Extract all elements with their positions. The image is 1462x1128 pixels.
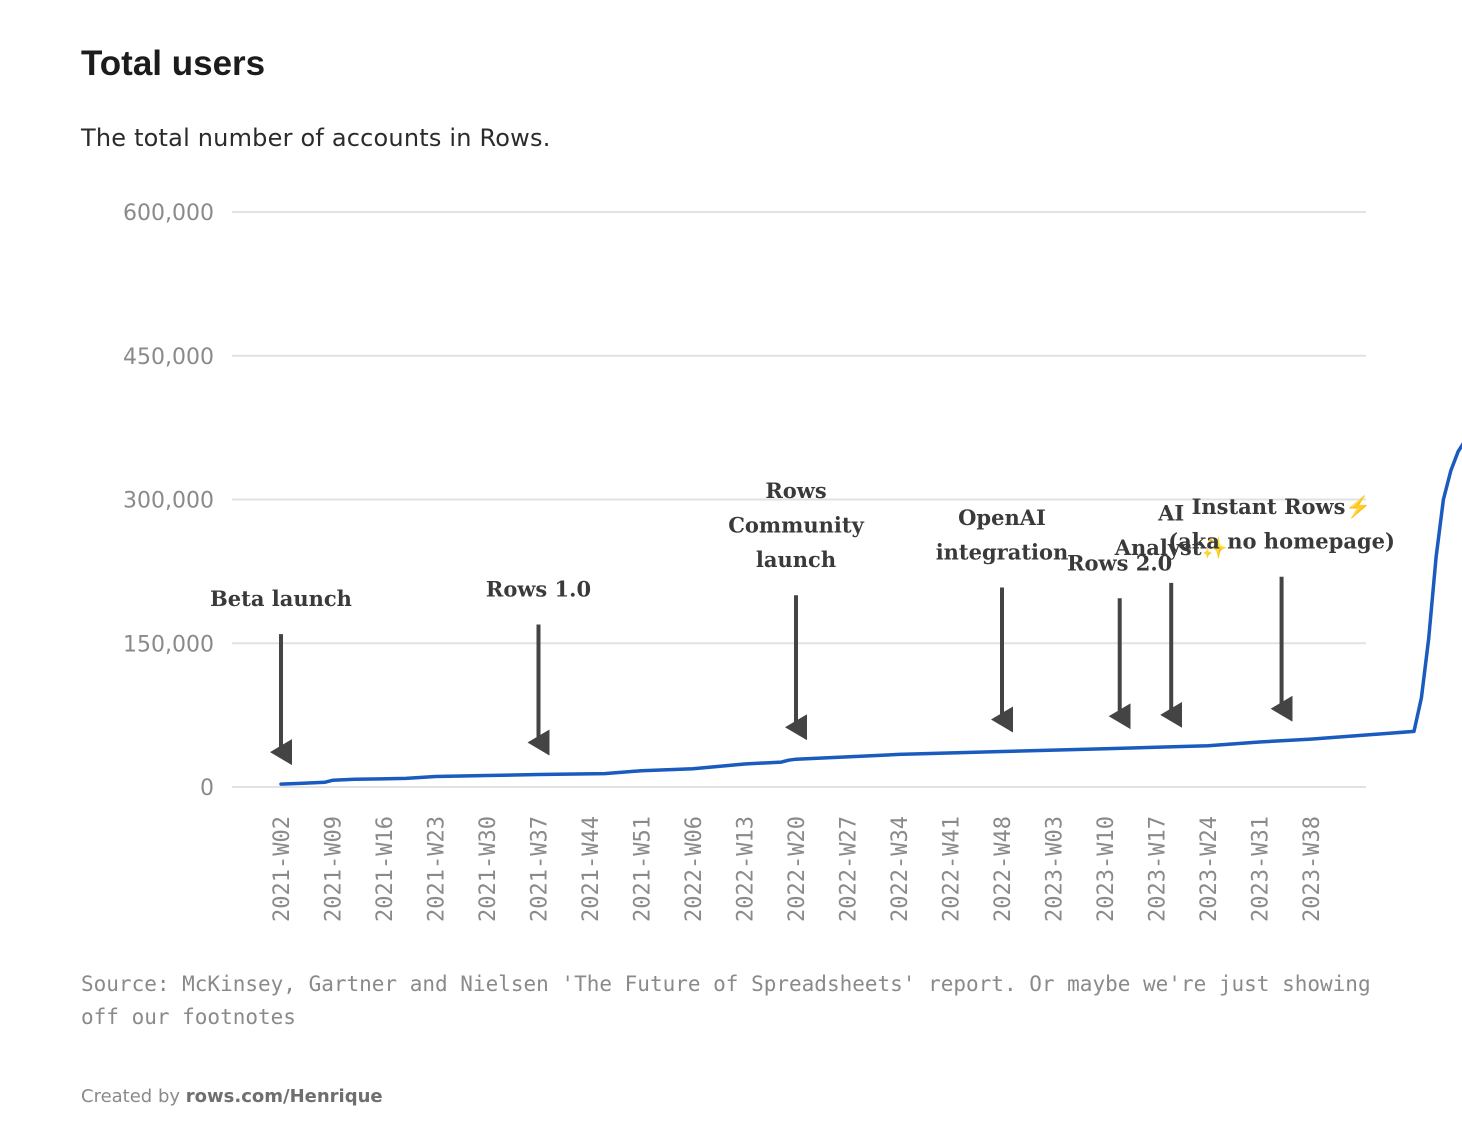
y-tick-label: 0: [200, 776, 214, 801]
x-tick-label: 2022-W27: [837, 816, 862, 922]
x-tick-label: 2022-W13: [734, 816, 759, 922]
annotation: OpenAI integration: [936, 505, 1069, 733]
x-tick-label: 2021-W37: [528, 816, 553, 922]
annotation-label: Beta launch: [210, 586, 352, 611]
x-tick-label: 2021-W09: [322, 816, 347, 922]
annotation: Instant Rows⚡ (aka no homepage): [1168, 494, 1395, 722]
annotation-label: launch: [756, 547, 836, 572]
x-tick-label: 2021-W02: [270, 816, 295, 922]
annotation: Rows 1.0: [486, 577, 591, 756]
x-tick-label: 2021-W23: [425, 816, 450, 922]
y-tick-label: 150,000: [123, 632, 214, 657]
annotation: Rows 2.0: [1067, 550, 1172, 730]
x-tick-label: 2021-W16: [373, 816, 398, 922]
x-tick-label: 2022-W48: [991, 816, 1016, 922]
x-tick-label: 2023-W03: [1043, 816, 1068, 922]
series-line: [279, 442, 1462, 786]
x-tick-label: 2022-W41: [940, 816, 965, 922]
credit-prefix: Created by: [81, 1086, 181, 1107]
x-tick-label: 2022-W20: [785, 816, 810, 922]
x-tick-label: 2023-W10: [1094, 816, 1119, 922]
chart-subtitle: The total number of accounts in Rows.: [81, 124, 551, 152]
annotation-label: Analyst✨: [1114, 535, 1228, 560]
annotation-label: integration: [936, 540, 1069, 565]
y-tick-label: 300,000: [123, 489, 214, 514]
x-tick-label: 2022-W34: [888, 816, 913, 922]
annotation-label: OpenAI: [958, 505, 1046, 530]
y-tick-label: 450,000: [123, 345, 214, 370]
chart-title: Total users: [81, 44, 266, 83]
annotation-label: (aka no homepage): [1168, 529, 1395, 554]
y-tick-label: 600,000: [123, 201, 214, 226]
x-tick-label: 2023-W31: [1249, 816, 1274, 922]
credit-link[interactable]: rows.com/Henrique: [185, 1086, 383, 1107]
annotation-label: AI: [1157, 500, 1184, 525]
x-tick-label: 2021-W30: [476, 816, 501, 922]
x-tick-label: 2023-W24: [1197, 816, 1222, 922]
x-tick-label: 2021-W51: [631, 816, 656, 922]
credit-line: Created by rows.com/Henrique: [81, 1086, 383, 1107]
annotation-label: Rows 2.0: [1067, 550, 1172, 575]
annotation-label: Rows: [765, 478, 826, 503]
annotation: Beta launch: [210, 586, 352, 766]
x-tick-label: 2023-W38: [1300, 816, 1325, 922]
x-tick-label: 2021-W44: [579, 816, 604, 922]
source-footnote: Source: McKinsey, Gartner and Nielsen 'T…: [81, 972, 1371, 1029]
annotation-label: Instant Rows⚡: [1192, 494, 1372, 520]
annotation-label: Community: [728, 513, 864, 538]
annotation-label: Rows 1.0: [486, 577, 591, 602]
x-tick-label: 2023-W17: [1146, 816, 1171, 922]
annotation: Rows Community launch: [728, 478, 865, 741]
x-tick-label: 2022-W06: [682, 816, 707, 922]
annotation: AI Analyst✨: [1114, 500, 1228, 728]
